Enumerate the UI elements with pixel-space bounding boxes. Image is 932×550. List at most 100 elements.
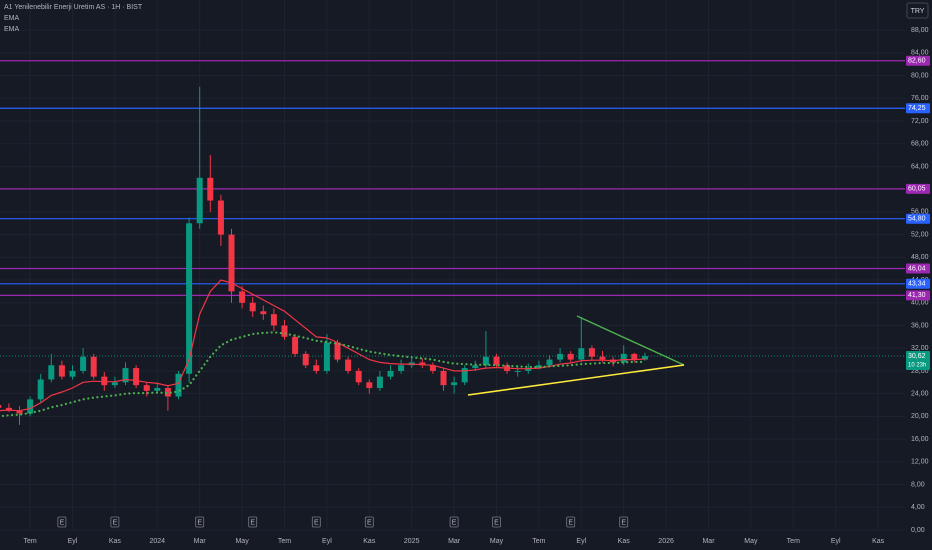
event-label: E bbox=[452, 519, 457, 526]
event-box bbox=[248, 516, 258, 528]
x-tick-label: May bbox=[235, 538, 249, 545]
candle-body bbox=[482, 356, 489, 366]
level-label: 46,04 bbox=[908, 265, 926, 272]
x-tick-label: Tem bbox=[787, 538, 800, 545]
y-tick-label: 20,00 bbox=[911, 413, 929, 420]
x-tick-label: Mar bbox=[194, 538, 207, 545]
y-tick-label: 72,00 bbox=[911, 118, 929, 125]
candle-body bbox=[69, 370, 76, 377]
candle-body bbox=[270, 314, 277, 326]
y-tick-label: 0,00 bbox=[911, 527, 925, 534]
x-tick-label: 2025 bbox=[404, 538, 420, 545]
candle-body bbox=[419, 362, 426, 366]
candle-body bbox=[323, 342, 330, 371]
x-tick-label: Mar bbox=[448, 538, 461, 545]
x-tick-label: Kas bbox=[618, 538, 631, 545]
level-label-box bbox=[906, 183, 930, 194]
candle-body bbox=[631, 353, 638, 360]
candle-body bbox=[111, 382, 118, 386]
y-tick-label: 8,00 bbox=[911, 481, 925, 488]
event-box bbox=[195, 516, 205, 528]
x-tick-label: Eyl bbox=[68, 538, 78, 545]
candle-body bbox=[101, 376, 108, 386]
candle-body bbox=[429, 365, 436, 371]
y-tick-label: 40,00 bbox=[911, 300, 929, 307]
trendline bbox=[576, 315, 685, 366]
candle-body bbox=[143, 385, 150, 391]
level-label-box bbox=[906, 55, 930, 66]
candle-body bbox=[620, 353, 627, 363]
event-label: E bbox=[60, 519, 65, 526]
event-label: E bbox=[197, 519, 202, 526]
level-label-box bbox=[906, 278, 930, 289]
x-tick-label: Tem bbox=[23, 538, 36, 545]
x-tick-label: Kas bbox=[872, 538, 885, 545]
y-tick-label: 48,00 bbox=[911, 254, 929, 261]
currency-box[interactable] bbox=[906, 2, 929, 19]
trendline bbox=[467, 364, 685, 396]
candle-body bbox=[186, 223, 193, 374]
levels bbox=[0, 60, 905, 357]
chart-title: A1 Yenilenebilir Enerji Uretim AS · 1H ·… bbox=[4, 4, 143, 11]
y-tick-label: 56,00 bbox=[911, 209, 929, 216]
y-tick-label: 12,00 bbox=[911, 459, 929, 466]
candle-body bbox=[525, 368, 532, 371]
last-price-box bbox=[906, 351, 930, 371]
level-label-box bbox=[906, 213, 930, 224]
event-label: E bbox=[367, 519, 372, 526]
level-label: 41,30 bbox=[908, 292, 926, 299]
candle-body bbox=[493, 356, 500, 366]
event-label: E bbox=[250, 519, 255, 526]
candle-body bbox=[249, 302, 256, 312]
candle-body bbox=[58, 365, 65, 377]
y-tick-label: 36,00 bbox=[911, 322, 929, 329]
level-label: 60,05 bbox=[908, 186, 926, 193]
event-box bbox=[449, 516, 459, 528]
y-tick-label: 32,00 bbox=[911, 345, 929, 352]
event-box bbox=[57, 516, 67, 528]
level-label: 43,34 bbox=[908, 281, 926, 288]
marks bbox=[0, 86, 648, 425]
y-tick-label: 88,00 bbox=[911, 27, 929, 34]
level-label-box bbox=[906, 263, 930, 274]
event-label: E bbox=[314, 519, 319, 526]
event-box bbox=[311, 516, 321, 528]
x-tick-label: Kas bbox=[109, 538, 122, 545]
candle-body bbox=[472, 365, 479, 369]
x-tick-label: 2026 bbox=[658, 538, 674, 545]
axis-panel bbox=[905, 0, 932, 550]
event-box bbox=[492, 516, 501, 528]
x-tick-label: May bbox=[490, 538, 504, 545]
candle-body bbox=[164, 387, 171, 397]
candle-body bbox=[260, 311, 267, 315]
candle-body bbox=[133, 368, 140, 386]
event-label: E bbox=[494, 519, 499, 526]
y-tick-label: 4,00 bbox=[911, 504, 925, 511]
y-tick-label: 76,00 bbox=[911, 95, 929, 102]
y-tick-label: 24,00 bbox=[911, 391, 929, 398]
x-tick-label: Eyl bbox=[322, 538, 332, 545]
candle-body bbox=[546, 359, 553, 366]
candle-body bbox=[154, 387, 161, 391]
labels: 0,00 4,00 8,00 12,00 16,00 20,00 24,00 28,00 32,… bbox=[23, 27, 930, 545]
legend-entry: EMA bbox=[4, 15, 20, 22]
level-label: 82,60 bbox=[908, 58, 926, 65]
event-box bbox=[566, 516, 576, 528]
candle-body bbox=[217, 200, 224, 235]
level-label: 54,80 bbox=[908, 216, 926, 223]
event-box bbox=[110, 516, 120, 528]
candle-body bbox=[387, 370, 394, 377]
candle-body bbox=[599, 356, 606, 360]
legend-entry: EMA bbox=[4, 26, 20, 33]
event-label: E bbox=[621, 519, 626, 526]
candle-body bbox=[567, 353, 574, 360]
event-label: E bbox=[568, 519, 573, 526]
candle-body bbox=[90, 356, 97, 377]
x-tick-label: Tem bbox=[532, 538, 545, 545]
x-tick-label: 2024 bbox=[150, 538, 166, 545]
candle-body bbox=[366, 382, 373, 388]
candle-body bbox=[5, 407, 12, 411]
candle-body bbox=[461, 368, 468, 383]
currency[interactable]: TRY bbox=[911, 8, 925, 15]
